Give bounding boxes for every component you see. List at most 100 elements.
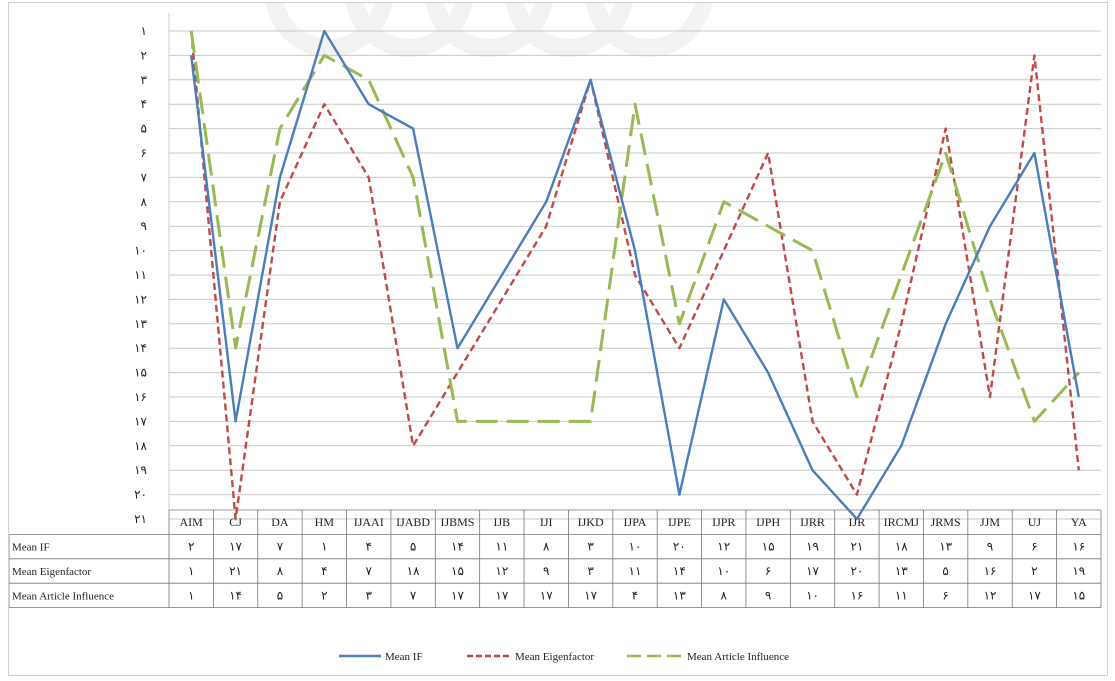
y-tick-label: ۱۰ [134,244,147,258]
table-cell-value: ۱۰ [717,564,730,578]
table-cell-value: ۱۳ [673,588,686,602]
y-tick-label: ۱۶ [134,390,147,404]
y-tick-label: ۱۳ [134,317,147,331]
y-tick-label: ۱۹ [134,463,147,477]
table-cell-value: ۱۲ [495,564,508,578]
y-tick-label: ۲ [141,48,147,62]
category-label: IJKD [578,515,604,529]
table-cell-value: ۲ [1031,564,1037,578]
table-cell-value: ۲ [188,540,194,554]
table-cell-value: ۱ [188,564,194,578]
table-cell-value: ۱۱ [895,588,908,602]
table-cell-value: ۵ [277,588,283,602]
y-tick-label: ۴ [141,97,147,111]
y-tick-label: ۶ [141,146,147,160]
y-tick-label: ۳ [141,73,148,87]
table-cell-value: ۸ [543,540,550,554]
table-cell-value: ۳ [587,540,594,554]
category-label: IJPR [712,515,735,529]
table-cell-value: ۱۷ [229,540,242,554]
table-cell-value: ۲۱ [850,540,863,554]
y-tick-label: ۸ [141,195,148,209]
table-cell-value: ۱۰ [806,588,819,602]
table-cell-value: ۱۵ [451,564,464,578]
table-row-label: Mean IF [12,542,50,554]
category-label: IJABD [396,515,430,529]
table-cell-value: ۲۰ [673,540,686,554]
table-cell-value: ۶ [765,564,771,578]
table-cell-value: ۱۶ [1072,540,1085,554]
legend-label: Mean Article Influence [687,651,789,663]
table-cell-value: ۱۵ [1072,588,1085,602]
chart-frame: ۱ ۲ ۳ ۴ ۵ ۶ ۷ ۸ ۹ ۱۰ ۱۱ ۱۲ ۱۳ ۱۴ ۱۵ ۱۶ ۱۷ ۱۸ ۱۹ ۲۰ ۲۱ AIM CJ D… [8,2,1108,676]
table-cell-value: ۳ [365,588,372,602]
category-label: HM [315,515,335,529]
category-label: JJM [980,515,1000,529]
table-cell-value: ۱۴ [229,588,242,602]
table-cell-value: ۹ [765,588,771,602]
table-cell-value: ۱۷ [584,588,597,602]
table-cell-value: ۴ [632,588,638,602]
table-cell-value: ۳ [587,564,594,578]
table-cell-value: ۲۰ [850,564,863,578]
table-cell-value: ۱۴ [673,564,686,578]
table-cell-value: ۱۷ [451,588,464,602]
table-cell-value: ۵ [410,540,416,554]
table-cell-value: ۹ [543,564,549,578]
table-cell-value: ۹ [987,540,993,554]
table-cell-value: ۱۲ [984,588,997,602]
table-cell-value: ۱ [321,540,327,554]
watermark-logo [274,3,704,48]
y-tick-label: ۱۴ [134,341,147,355]
category-label: IJBMS [440,515,474,529]
table-cell-value: ۱۱ [495,540,508,554]
y-tick-label: ۱۲ [134,292,147,306]
table-cell-value: ۱۲ [717,540,730,554]
table-cell-value: ۱۷ [495,588,508,602]
legend-label: Mean IF [385,651,423,663]
table-cell-value: ۶ [942,588,948,602]
table-cell-value: ۷ [277,540,284,554]
y-tick-label: ۵ [141,122,147,136]
y-tick-label: ۷ [141,170,148,184]
table-cell-value: ۷ [365,564,372,578]
table-cell-value: ۱۷ [540,588,553,602]
category-label: IJPA [624,515,647,529]
table-cell-value: ۲ [321,588,327,602]
category-label: IJPE [668,515,691,529]
table-cell-value: ۱۹ [806,540,819,554]
y-tick-label: ۱۷ [134,414,147,428]
category-label: YA [1071,515,1087,529]
table-cell-value: ۱۷ [1028,588,1041,602]
category-label: IJB [494,515,511,529]
y-tick-label: ۱۸ [134,439,147,453]
table-cell-value: ۱۵ [762,540,775,554]
category-label: IJI [540,515,553,529]
table-row-label: Mean Article Influence [12,590,114,602]
y-tick-label: ۱۵ [134,366,147,380]
table-cell-value: ۲۱ [229,564,242,578]
table-cell-value: ۱۸ [407,564,420,578]
table-cell-value: ۵ [942,564,948,578]
y-tick-label: ۲۱ [134,512,147,526]
category-label: AIM [180,515,204,529]
table-cell-value: ۷ [410,588,417,602]
category-label: UJ [1028,515,1042,529]
category-label: IRCMJ [884,515,920,529]
category-label: JRMS [931,515,961,529]
category-label: IJPH [756,515,780,529]
legend-label: Mean Eigenfactor [515,651,594,663]
table-cell-value: ۱۳ [939,540,952,554]
y-tick-label: ۹ [141,219,147,233]
table-cell-value: ۱۹ [1072,564,1085,578]
table-cell-value: ۸ [721,588,728,602]
y-tick-label: ۱ [141,24,147,38]
table-cell-value: ۱۴ [451,540,464,554]
table-cell-value: ۱۰ [629,540,642,554]
y-tick-label: ۱۱ [134,268,147,282]
category-label: DA [271,515,289,529]
table-cell-value: ۱۷ [806,564,819,578]
category-label: IJRR [800,515,825,529]
table-row-label: Mean Eigenfactor [12,566,91,578]
